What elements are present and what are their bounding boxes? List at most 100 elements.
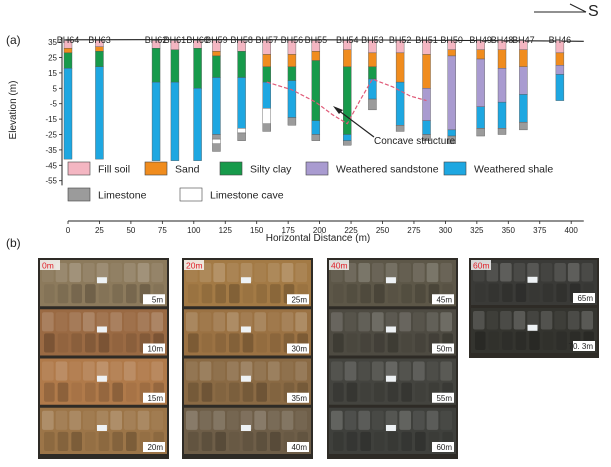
y-tick-label: 35: [48, 38, 57, 47]
core-segment: [440, 263, 452, 283]
legend-label: Weathered shale: [474, 164, 553, 176]
layer-limestone: [287, 117, 297, 126]
core-segment: [256, 284, 267, 304]
core-tag: [240, 424, 251, 431]
layer-silty-clay: [193, 48, 202, 89]
core-segment: [227, 263, 239, 283]
core-segment: [55, 361, 68, 381]
x-tick-label: 100: [187, 226, 201, 235]
core-segment: [268, 410, 280, 430]
core-segment: [112, 284, 123, 304]
layer-sand: [212, 51, 221, 57]
layer-weathered-shale: [311, 120, 321, 135]
layer-limestone: [212, 143, 221, 152]
borehole-label: BH56: [281, 35, 304, 45]
core-segment: [473, 311, 485, 330]
core-segment: [270, 284, 281, 304]
core-segment: [124, 361, 136, 381]
core-segment: [110, 263, 122, 283]
y-tick-label: -55: [45, 177, 57, 186]
core-tag: [385, 326, 396, 333]
borehole-label: BH50: [440, 35, 463, 45]
depth-label: 40m: [291, 443, 307, 452]
borehole-bh48: [497, 40, 507, 135]
core-segment: [151, 312, 163, 332]
core-segment: [213, 361, 225, 381]
core-segment: [567, 311, 580, 330]
borehole-bh63: [95, 40, 104, 160]
depth-label: 5m: [152, 295, 163, 304]
start-label-bg: [40, 260, 60, 270]
core-segment: [71, 333, 82, 353]
core-segment: [358, 410, 370, 430]
core-segment: [372, 410, 384, 430]
layer-limestone-cave: [237, 128, 246, 134]
core-segment: [42, 410, 54, 430]
legend-swatch: [67, 161, 91, 176]
core-tag: [240, 277, 251, 284]
core-segment: [227, 312, 239, 332]
depth-label-bg: [573, 293, 595, 303]
start-label-bg: [329, 260, 349, 270]
layer-sand: [63, 48, 73, 54]
layer-silty-clay: [212, 55, 221, 78]
core-tag: [527, 276, 538, 283]
borehole-label: BH57: [256, 35, 279, 45]
y-tick-label: 5: [53, 84, 58, 93]
core-segment: [229, 284, 240, 304]
depth-label-bg: [432, 392, 454, 403]
depth-label: 55m: [436, 394, 452, 403]
layer-weathered-shale: [368, 78, 377, 100]
core-segment: [69, 410, 81, 430]
core-tag: [96, 326, 107, 333]
borehole-label: BH55: [305, 35, 328, 45]
core-segment: [44, 284, 55, 304]
core-segment: [83, 361, 95, 381]
legend-label: Weathered sandstone: [336, 164, 439, 176]
core-segment: [358, 263, 370, 283]
core-tag: [385, 375, 396, 382]
core-segment: [401, 431, 412, 451]
layer-silty-clay: [151, 48, 161, 83]
direction-label: S: [588, 3, 599, 20]
legend-swatch: [443, 161, 467, 176]
borehole-columns: [63, 40, 565, 161]
core-segment: [360, 382, 371, 402]
depth-label-bg: [432, 294, 454, 305]
borehole-label: BH61: [164, 35, 187, 45]
core-segment: [295, 361, 307, 381]
depth-label-bg: [432, 343, 454, 354]
core-segment: [344, 361, 357, 381]
core-photo-p3: 45m 50m 55m 60m 40m: [327, 258, 458, 459]
core-segment: [554, 263, 566, 282]
y-tick-label: -45: [45, 161, 57, 170]
core-segment: [186, 361, 198, 381]
borehole-label: BH63: [88, 35, 111, 45]
core-segment: [331, 361, 343, 381]
legend-label: Fill soil: [98, 164, 130, 176]
core-segment: [331, 410, 343, 430]
core-segment: [137, 312, 150, 332]
core-segment: [542, 283, 554, 302]
depth-label: 25m: [291, 295, 307, 304]
core-segment: [426, 361, 439, 381]
core-segment: [556, 283, 567, 302]
layer-sand: [262, 54, 271, 67]
core-segment: [333, 431, 344, 451]
borehole-bh59: [212, 40, 221, 152]
depth-label-bg: [287, 392, 309, 403]
core-segment: [85, 382, 96, 402]
x-tick-label: 75: [158, 226, 167, 235]
core-segment: [57, 333, 69, 353]
core-segment: [387, 284, 399, 304]
core-segment: [581, 263, 593, 282]
core-segment: [567, 263, 580, 282]
core-segment: [281, 312, 294, 332]
depth-label-bg: [143, 294, 165, 305]
core-segment: [213, 312, 225, 332]
depth-label-bg: [287, 343, 309, 354]
core-segment: [124, 312, 136, 332]
depth-label-bg: [143, 392, 165, 403]
layer-weathered-shale: [212, 77, 221, 135]
core-segment: [229, 333, 240, 353]
